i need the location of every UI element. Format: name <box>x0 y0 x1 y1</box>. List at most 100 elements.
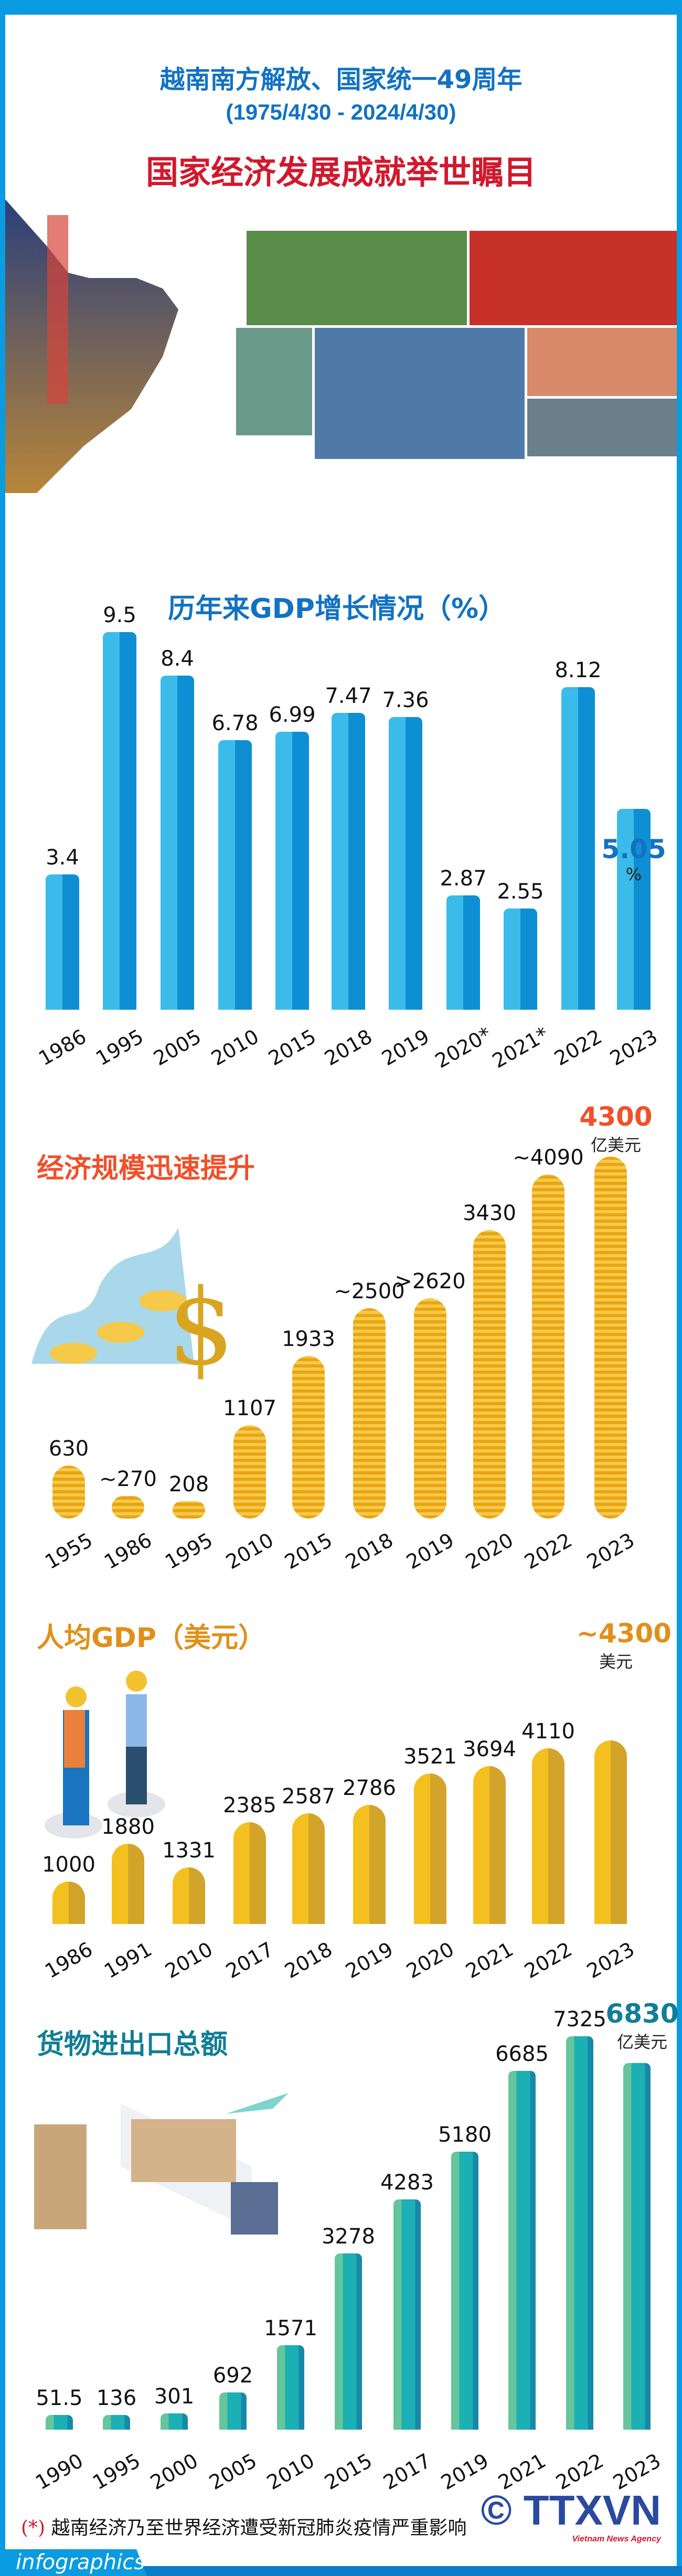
highlight-value: 4300 亿美元 <box>577 1102 655 1156</box>
dove-city-photo <box>5 199 178 493</box>
finance-illustration-icon: $ <box>31 1227 235 1380</box>
year-label: 2015 <box>281 1528 336 1574</box>
value-label: 1000 <box>42 1852 95 1877</box>
site-link[interactable]: infographics.vn <box>0 2549 147 2576</box>
year-label: 2023 <box>583 1937 638 1983</box>
bar-2019 <box>451 2151 478 2430</box>
logo-subtitle: Vietnam News Agency <box>572 2535 661 2543</box>
bar-1955 <box>52 1465 85 1519</box>
economy-scale-heading: 经济规模迅速提升 <box>37 1153 255 1184</box>
bar-2020 <box>414 1773 446 1924</box>
photo-bay <box>236 328 312 435</box>
ttxvn-logo: © TTXVN Vietnam News Agency <box>481 2486 661 2544</box>
bar-2018 <box>353 1308 386 1519</box>
bar-2021 <box>473 1766 506 1924</box>
bar-2010 <box>218 740 252 1010</box>
year-label: 2010 <box>161 1937 217 1983</box>
gdp-growth-heading: 历年来GDP增长情况（%） <box>168 593 506 625</box>
bar-2020* <box>446 895 480 1010</box>
value-label: 692 <box>212 2364 253 2388</box>
value-label: 4110 <box>521 1719 575 1744</box>
bar-2022 <box>566 2036 593 2430</box>
value-label: ~270 <box>99 1467 157 1491</box>
photo-ship <box>527 399 677 456</box>
value-label: 4283 <box>380 2171 434 2195</box>
bar-2019 <box>389 717 422 1010</box>
value-label: 3.4 <box>46 846 79 870</box>
value-label: 51.5 <box>36 2386 83 2410</box>
bar-2018 <box>332 712 365 1010</box>
bar-2023 <box>594 1740 627 1924</box>
bar-1995 <box>103 2415 130 2430</box>
bar-2023 <box>617 809 651 1010</box>
bar-2010 <box>277 2345 304 2430</box>
value-label: 6.78 <box>211 711 259 736</box>
bar-2015 <box>275 732 309 1010</box>
unit-label: 亿美元 <box>590 1135 641 1155</box>
bar-2019 <box>414 1298 446 1519</box>
bar-2017 <box>233 1822 266 1924</box>
value-label: 1331 <box>162 1838 216 1863</box>
year-label: 1995 <box>161 1528 217 1574</box>
bar-2018 <box>292 1813 325 1924</box>
value-label: 6.99 <box>269 703 316 728</box>
bar-1991 <box>112 1843 144 1924</box>
year-label: 2015 <box>321 2449 376 2495</box>
year-label: 1991 <box>100 1937 156 1983</box>
photo-lake <box>247 231 467 325</box>
tower-icon <box>47 215 68 404</box>
year-label: 2023 <box>583 1528 638 1574</box>
photo-seafood <box>527 328 677 396</box>
year-label: 2019 <box>402 1528 458 1574</box>
bar-1990 <box>46 2415 73 2430</box>
year-label: 2017 <box>222 1937 278 1983</box>
bar-2022 <box>532 1748 564 1924</box>
year-label: 2010 <box>222 1528 278 1574</box>
bottom-band <box>0 2566 682 2576</box>
bar-2015 <box>292 1355 325 1519</box>
year-label: 2022 <box>520 1937 576 1983</box>
bar-2021 <box>508 2070 536 2430</box>
year-label: 2022 <box>520 1528 576 1574</box>
value-label: 7.47 <box>325 683 372 708</box>
year-label: 2020 <box>462 1528 517 1574</box>
bar-2000 <box>161 2413 188 2430</box>
year-label: 2021 <box>462 1937 517 1983</box>
bar-2015 <box>335 2253 362 2430</box>
value-label: 7325 <box>553 2007 606 2032</box>
value-label: 2.87 <box>440 867 487 891</box>
bar-2005 <box>219 2392 247 2430</box>
value-label: 3521 <box>403 1745 457 1769</box>
bar-2017 <box>393 2199 421 2430</box>
bar-2022 <box>561 687 595 1010</box>
logo-text: © TTXVN <box>481 2487 661 2534</box>
bar-1986 <box>52 1881 85 1924</box>
footnote: (*) 越南经济乃至世界经济遭受新冠肺炎疫情严重影响 <box>21 2513 467 2540</box>
value-label: 2.55 <box>497 879 544 904</box>
title-anniversary: 越南南方解放、国家统一49周年 <box>159 65 523 94</box>
footnote-text: 越南经济乃至世界经济遭受新冠肺炎疫情严重影响 <box>51 2517 467 2539</box>
bar-1995 <box>103 632 136 1010</box>
unit-label: 亿美元 <box>616 2032 667 2052</box>
bar-2023 <box>623 2062 651 2430</box>
value-label: ~4090 <box>513 1145 584 1170</box>
highlight-value: ~4300 美元 <box>577 1618 672 1672</box>
photo-collage <box>5 199 677 493</box>
bar-2010 <box>173 1867 205 1924</box>
bar-2019 <box>353 1805 386 1924</box>
value-label: 630 <box>48 1436 89 1461</box>
year-label: 2019 <box>342 1937 397 1983</box>
value-label: 3278 <box>322 2225 375 2249</box>
bar-2022 <box>532 1174 564 1519</box>
year-label: 1955 <box>41 1528 97 1574</box>
value-label: 2587 <box>282 1784 335 1809</box>
value-label: 2385 <box>223 1793 276 1818</box>
footnote-mark: (*) <box>21 2517 46 2539</box>
value-label: 7.36 <box>382 688 429 713</box>
highlight-value: 5.05% <box>594 834 673 884</box>
value-label: 3430 <box>463 1201 516 1225</box>
year-label: 2020 <box>402 1937 458 1983</box>
value-label: 1933 <box>282 1327 335 1351</box>
bar-2005 <box>161 676 194 1010</box>
year-label: 1986 <box>41 1937 97 1983</box>
